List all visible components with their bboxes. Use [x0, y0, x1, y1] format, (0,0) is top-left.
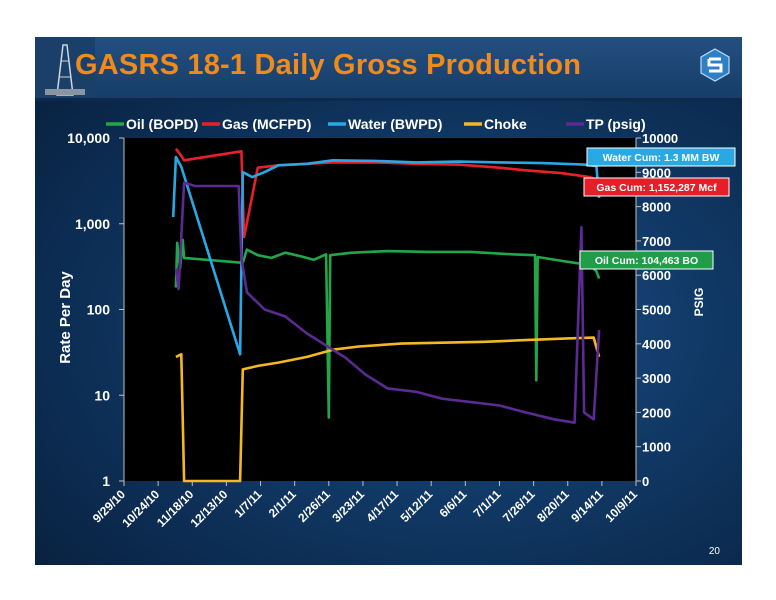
annotation-label: Gas Cum: 1,152,287 Mcf [596, 182, 717, 194]
x-tick-label: 1/7/11 [232, 487, 265, 520]
x-tick-label: 8/20/11 [534, 487, 572, 525]
legend-label: Water (BWPD) [348, 116, 442, 132]
y2-tick-label: 6000 [642, 268, 671, 283]
series-line-2 [171, 155, 601, 356]
y2-tick-label: 9000 [642, 165, 671, 180]
production-chart: 1 10 100 1,000 10,000 0 1000 2000 3000 4000 5000 60… [57, 116, 736, 530]
annotation-box [579, 250, 714, 270]
legend-label: Oil (BOPD) [126, 116, 198, 132]
y-axis-label: Rate Per Day [57, 271, 74, 364]
series-line-1 [174, 147, 600, 239]
header-band [35, 37, 742, 99]
y2-tick-label: 7000 [642, 234, 671, 249]
slide-title: GASRS 18-1 Daily Gross Production [75, 49, 582, 81]
company-logo-icon [700, 48, 730, 82]
slide: GASRS 18-1 Daily Gross Production 1 10 100… [35, 37, 742, 565]
y-tick-label: 10,000 [67, 130, 110, 146]
y2-axis-label: PSIG [692, 288, 706, 317]
annotation-label: Oil Cum: 104,463 BO [595, 255, 698, 267]
x-tick-label: 9/14/11 [568, 487, 606, 525]
legend-label: TP (psig) [586, 116, 646, 132]
y2-tick-label: 5000 [642, 303, 671, 318]
header-divider [35, 98, 742, 101]
x-tick-label: 3/23/11 [329, 487, 367, 525]
x-tick-label: 10/9/11 [602, 487, 640, 525]
y-tick-label: 1 [102, 473, 110, 489]
y2-tick-label: 2000 [642, 405, 671, 420]
x-tick-label: 2/26/11 [295, 487, 333, 525]
drilling-rig-icon [35, 37, 95, 97]
y2-tick-label: 10000 [642, 131, 678, 146]
series-line-0 [174, 238, 601, 419]
y2-tick-label: 4000 [642, 337, 671, 352]
annotation-box [583, 177, 730, 197]
y-tick-label: 100 [87, 302, 111, 318]
x-tick-label: 5/12/11 [398, 487, 436, 525]
series-line-4 [174, 181, 601, 425]
annotation-box [586, 147, 736, 167]
x-tick-label: 4/17/11 [363, 487, 401, 525]
y2-tick-label: 8000 [642, 200, 671, 215]
y2-tick-label: 0 [642, 474, 649, 489]
x-tick-label: 10/24/10 [119, 487, 162, 530]
legend-label: Gas (MCFPD) [222, 116, 311, 132]
y-tick-label: 1,000 [75, 216, 110, 232]
page-number: 20 [708, 546, 720, 557]
plot-area [124, 138, 636, 481]
x-tick-label: 7/26/11 [500, 487, 538, 525]
x-tick-label: 12/13/10 [188, 487, 231, 530]
annotation-label: Water Cum: 1.3 MM BW [603, 152, 720, 164]
y-tick-label: 10 [94, 387, 110, 403]
y2-tick-label: 1000 [642, 440, 671, 455]
legend-label: Choke [484, 116, 527, 132]
y2-tick-label: 3000 [642, 371, 671, 386]
x-tick-label: 6/6/11 [436, 487, 469, 520]
